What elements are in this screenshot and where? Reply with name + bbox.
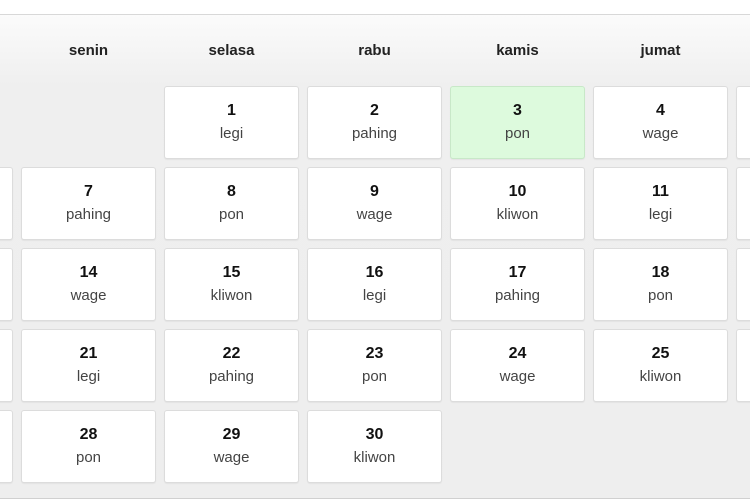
calendar-grid: 1 legi 2 pahing 3 pon 4 wage 7 pahing 8 pon 9 wage 10 k… bbox=[0, 86, 750, 483]
pasaran-label: legi bbox=[648, 206, 673, 223]
day-number: 28 bbox=[79, 426, 98, 443]
weekday-header bbox=[0, 15, 13, 86]
pasaran-label: pon bbox=[647, 287, 674, 304]
pasaran-label: pahing bbox=[351, 125, 398, 142]
weekday-header: senin bbox=[68, 42, 109, 59]
day-number: 15 bbox=[222, 264, 241, 281]
day-number: 23 bbox=[365, 345, 384, 362]
day-cell[interactable] bbox=[0, 167, 13, 240]
pasaran-label: legi bbox=[219, 125, 244, 142]
day-number: 21 bbox=[79, 345, 98, 362]
day-cell[interactable]: 10 kliwon bbox=[450, 167, 585, 240]
day-number: 1 bbox=[227, 102, 236, 119]
pasaran-label: pahing bbox=[65, 206, 112, 223]
pasaran-label: pon bbox=[75, 449, 102, 466]
day-cell[interactable]: 28 pon bbox=[21, 410, 156, 483]
pasaran-label: legi bbox=[76, 368, 101, 385]
pasaran-label: pon bbox=[361, 368, 388, 385]
pasaran-label: kliwon bbox=[353, 449, 396, 466]
day-cell[interactable] bbox=[0, 248, 13, 321]
day-cell[interactable]: 17 pahing bbox=[450, 248, 585, 321]
day-number: 30 bbox=[365, 426, 384, 443]
pasaran-label: wage bbox=[642, 125, 679, 142]
pasaran-label: pahing bbox=[208, 368, 255, 385]
pasaran-label: kliwon bbox=[496, 206, 539, 223]
day-cell[interactable]: 1 legi bbox=[164, 86, 299, 159]
day-cell[interactable]: 30 kliwon bbox=[307, 410, 442, 483]
pasaran-label: pahing bbox=[494, 287, 541, 304]
pasaran-label: kliwon bbox=[210, 287, 253, 304]
day-cell[interactable]: 2 pahing bbox=[307, 86, 442, 159]
day-number: 4 bbox=[656, 102, 665, 119]
day-cell[interactable]: 7 pahing bbox=[21, 167, 156, 240]
day-number: 24 bbox=[508, 345, 527, 362]
day-cell[interactable]: 8 pon bbox=[164, 167, 299, 240]
day-number: 11 bbox=[652, 183, 669, 200]
pasaran-label: pon bbox=[504, 125, 531, 142]
day-cell[interactable] bbox=[0, 329, 13, 402]
day-number: 3 bbox=[513, 102, 522, 119]
day-cell[interactable] bbox=[736, 248, 750, 321]
day-cell[interactable]: 4 wage bbox=[593, 86, 728, 159]
pasaran-label: wage bbox=[356, 206, 393, 223]
day-cell[interactable]: 16 legi bbox=[307, 248, 442, 321]
calendar: senin selasa rabu kamis jumat 1 legi 2 pahing 3 p… bbox=[0, 14, 750, 499]
day-number: 25 bbox=[651, 345, 670, 362]
day-cell[interactable]: 15 kliwon bbox=[164, 248, 299, 321]
day-cell[interactable] bbox=[0, 410, 13, 483]
weekday-header-row: senin selasa rabu kamis jumat bbox=[0, 15, 750, 86]
day-cell[interactable]: 24 wage bbox=[450, 329, 585, 402]
day-cell[interactable]: 23 pon bbox=[307, 329, 442, 402]
day-cell[interactable]: 18 pon bbox=[593, 248, 728, 321]
day-cell[interactable]: 9 wage bbox=[307, 167, 442, 240]
day-number: 2 bbox=[370, 102, 379, 119]
pasaran-label: legi bbox=[362, 287, 387, 304]
pasaran-label: wage bbox=[70, 287, 107, 304]
day-cell[interactable] bbox=[736, 86, 750, 159]
day-number: 29 bbox=[222, 426, 241, 443]
day-number: 14 bbox=[79, 264, 98, 281]
weekday-header: jumat bbox=[640, 42, 681, 59]
weekday-header: rabu bbox=[358, 42, 391, 59]
day-cell[interactable]: 21 legi bbox=[21, 329, 156, 402]
pasaran-label: pon bbox=[218, 206, 245, 223]
day-number: 7 bbox=[84, 183, 93, 200]
pasaran-label: wage bbox=[213, 449, 250, 466]
day-cell[interactable]: 11 legi bbox=[593, 167, 728, 240]
day-number: 9 bbox=[370, 183, 379, 200]
day-number: 18 bbox=[651, 264, 670, 281]
pasaran-label: kliwon bbox=[639, 368, 682, 385]
day-number: 8 bbox=[227, 183, 236, 200]
day-cell[interactable]: 25 kliwon bbox=[593, 329, 728, 402]
weekday-header bbox=[736, 15, 750, 86]
day-number: 16 bbox=[365, 264, 384, 281]
day-cell[interactable]: 14 wage bbox=[21, 248, 156, 321]
day-cell[interactable]: 29 wage bbox=[164, 410, 299, 483]
day-number: 22 bbox=[222, 345, 241, 362]
day-cell-today[interactable]: 3 pon bbox=[450, 86, 585, 159]
pasaran-label: wage bbox=[499, 368, 536, 385]
day-cell[interactable] bbox=[736, 329, 750, 402]
day-cell[interactable]: 22 pahing bbox=[164, 329, 299, 402]
day-cell[interactable] bbox=[736, 167, 750, 240]
day-number: 17 bbox=[508, 264, 527, 281]
day-number: 10 bbox=[508, 183, 527, 200]
weekday-header: selasa bbox=[208, 42, 255, 59]
weekday-header: kamis bbox=[496, 42, 539, 59]
